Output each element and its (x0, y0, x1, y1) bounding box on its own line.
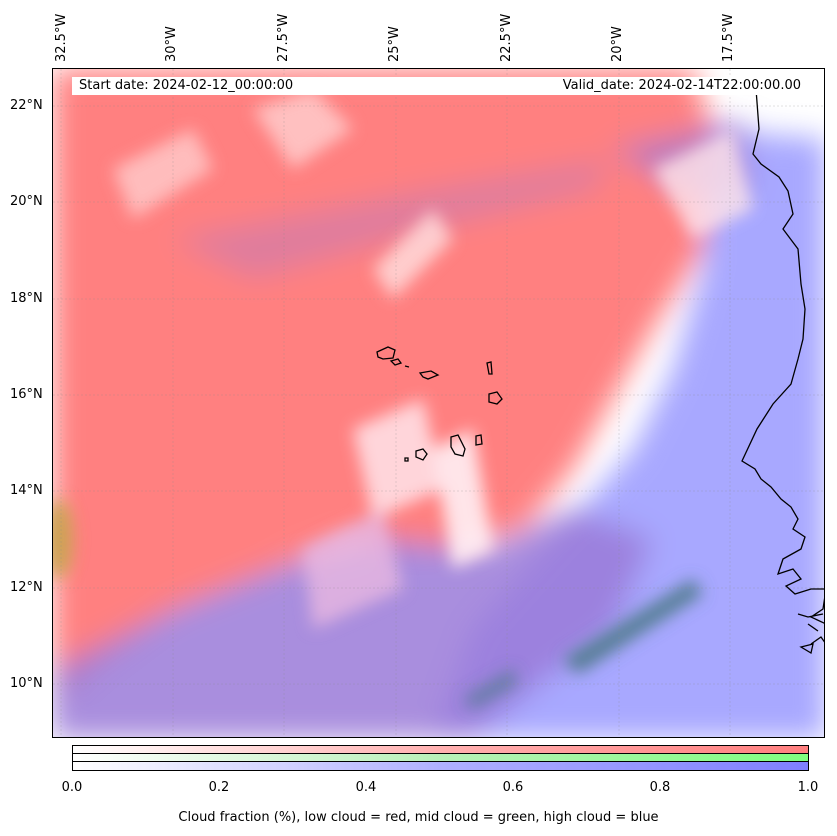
low-cloud-region (53, 69, 713, 709)
lat-label-18n: 18°N (10, 291, 43, 306)
island-sao-vicente (389, 358, 403, 366)
graticule (53, 69, 824, 737)
lat-label-20n: 20°N (10, 194, 43, 209)
lon-label-32-5w: 32.5°W (54, 13, 69, 62)
cape-verde-islands (376, 346, 503, 462)
colorbar-tick-0-2: 0.2 (208, 780, 230, 795)
island-maio (475, 434, 483, 446)
colorbar-tick-1-0: 1.0 (797, 780, 819, 795)
lat-label-16n: 16°N (10, 387, 43, 402)
island-fogo (415, 448, 428, 461)
colorbar-mid-cloud (73, 754, 808, 762)
streak (373, 209, 453, 299)
streak (113, 129, 213, 219)
cloud-streaks (53, 89, 753, 709)
colorbar-tick-0: 0.0 (61, 780, 83, 795)
mid-high-cloud-band (463, 669, 518, 709)
island-sal (486, 361, 493, 375)
island-sao-nicolau (418, 370, 440, 380)
lat-label-22n: 22°N (10, 98, 43, 113)
streak (303, 509, 403, 629)
africa-coastline (741, 88, 824, 655)
mid-high-cloud-band (563, 579, 703, 674)
colorbar (72, 745, 809, 771)
colorbar-tick-0-8: 0.8 (649, 780, 671, 795)
lon-label-27-5w: 27.5°W (276, 13, 291, 62)
lat-label-14n: 14°N (10, 483, 43, 498)
island-brava (404, 457, 409, 462)
cloud-fraction-map (52, 68, 825, 738)
start-date-label: Start date: 2024-02-12_00:00:00 (79, 78, 294, 93)
island-santiago (450, 434, 466, 457)
island-boa-vista (488, 391, 503, 405)
map-canvas (53, 69, 824, 737)
valid-date-label: Valid_date: 2024-02-14T22:00:00.00 (562, 78, 801, 93)
streak (653, 129, 753, 239)
lon-label-17-5w: 17.5°W (721, 13, 736, 62)
lat-label-10n: 10°N (10, 676, 43, 691)
island-santa-luzia (404, 365, 410, 368)
colorbar-tick-0-4: 0.4 (355, 780, 377, 795)
colorbar-low-cloud (73, 746, 808, 754)
lon-label-20w: 20°W (610, 26, 625, 62)
lon-label-30w: 30°W (164, 26, 179, 62)
lon-label-25w: 25°W (387, 26, 402, 62)
island-santo-antao (376, 346, 396, 360)
streak (253, 89, 353, 169)
colorbar-caption: Cloud fraction (%), low cloud = red, mid… (178, 810, 659, 825)
streak (433, 429, 493, 569)
date-info-bar: Start date: 2024-02-12_00:00:00 Valid_da… (72, 77, 809, 95)
colorbar-tick-0-6: 0.6 (502, 780, 524, 795)
streak (353, 399, 443, 519)
mid-cloud-patch (53, 499, 73, 579)
lat-label-12n: 12°N (10, 580, 43, 595)
colorbar-high-cloud (73, 762, 808, 770)
upper-mixed-band (173, 159, 613, 279)
lon-label-22-5w: 22.5°W (499, 13, 514, 62)
